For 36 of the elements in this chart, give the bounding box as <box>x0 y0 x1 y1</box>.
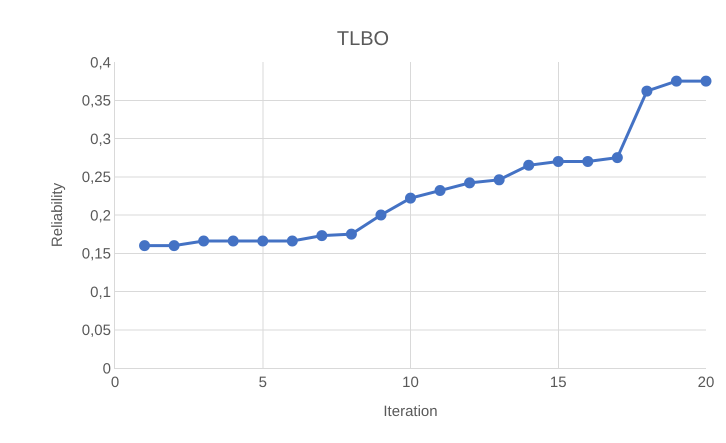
point <box>228 236 239 247</box>
x-tick-label: 10 <box>402 374 419 391</box>
y-tick-label: 0,05 <box>82 322 111 339</box>
y-tick-label: 0,15 <box>82 246 111 262</box>
y-tick-label: 0,2 <box>90 207 111 224</box>
point <box>641 86 652 97</box>
y-tick-label: 0 <box>102 360 111 378</box>
point <box>198 236 210 247</box>
x-tick-label: 15 <box>550 374 567 391</box>
point <box>434 185 446 196</box>
point <box>494 174 505 186</box>
chart-title: TLBO <box>336 28 390 50</box>
x-tick-label: 20 <box>698 374 714 391</box>
point <box>582 156 594 167</box>
y-tick-label: 0,35 <box>82 92 111 110</box>
point <box>405 192 416 204</box>
point <box>139 240 150 252</box>
y-tick-label: 0,1 <box>90 284 111 301</box>
point <box>700 76 712 87</box>
y-tick-label: 0,4 <box>90 54 111 72</box>
point <box>257 236 268 247</box>
point <box>168 240 180 252</box>
y-axis-title: Reliability <box>49 182 66 248</box>
point <box>552 156 564 167</box>
point <box>523 160 534 171</box>
x-tick-label: 5 <box>258 374 267 391</box>
point <box>670 76 682 87</box>
point <box>286 236 298 247</box>
point <box>464 177 476 188</box>
y-tick-label: 0,25 <box>82 169 111 186</box>
point <box>316 230 328 242</box>
point <box>346 228 357 240</box>
x-axis-title: Iteration <box>383 403 438 420</box>
y-tick-label: 0,3 <box>90 130 111 148</box>
point <box>375 210 386 220</box>
point <box>612 152 623 164</box>
